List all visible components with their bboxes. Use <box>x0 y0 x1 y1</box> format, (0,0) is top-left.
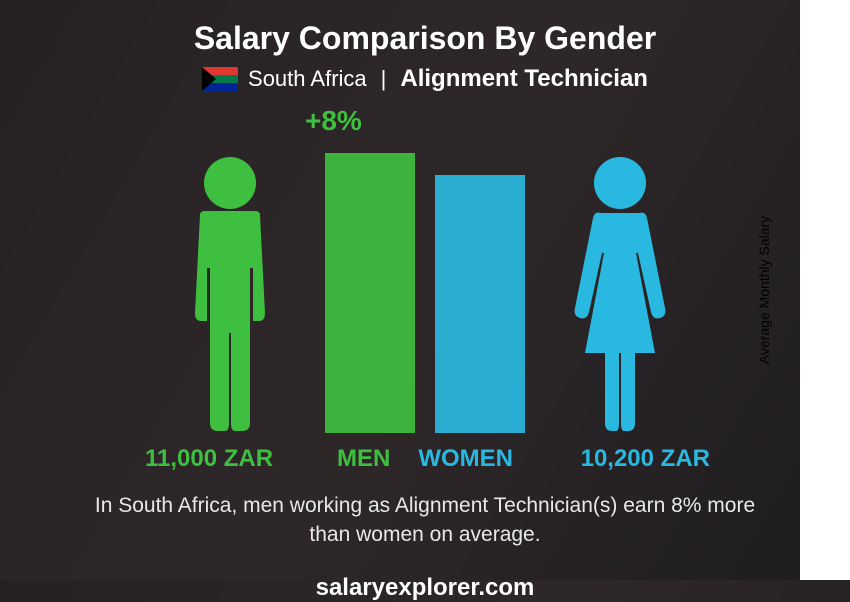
female-label: WOMEN <box>418 445 513 473</box>
male-figure-icon <box>165 153 295 433</box>
job-title: Alignment Technician <box>400 65 648 93</box>
subtitle: South Africa | Alignment Technician <box>0 65 850 93</box>
page-title: Salary Comparison By Gender <box>0 0 850 57</box>
bars-container <box>325 153 525 433</box>
female-figure-icon <box>555 153 685 433</box>
male-label: MEN <box>337 445 390 473</box>
divider: | <box>381 66 387 92</box>
male-bar <box>325 153 415 433</box>
summary-text: In South Africa, men working as Alignmen… <box>0 473 850 550</box>
chart-area: +8% 11,000 ZAR MEN WOMEN 10,200 ZAR <box>0 113 850 473</box>
footer-brand: salaryexplorer.com <box>0 574 850 602</box>
country-label: South Africa <box>248 66 367 92</box>
percent-diff-label: +8% <box>305 105 362 137</box>
female-bar <box>435 175 525 433</box>
male-salary: 11,000 ZAR <box>145 445 273 473</box>
flag-icon <box>202 67 238 91</box>
female-salary: 10,200 ZAR <box>581 445 710 473</box>
chart-labels: 11,000 ZAR MEN WOMEN 10,200 ZAR <box>0 445 850 473</box>
